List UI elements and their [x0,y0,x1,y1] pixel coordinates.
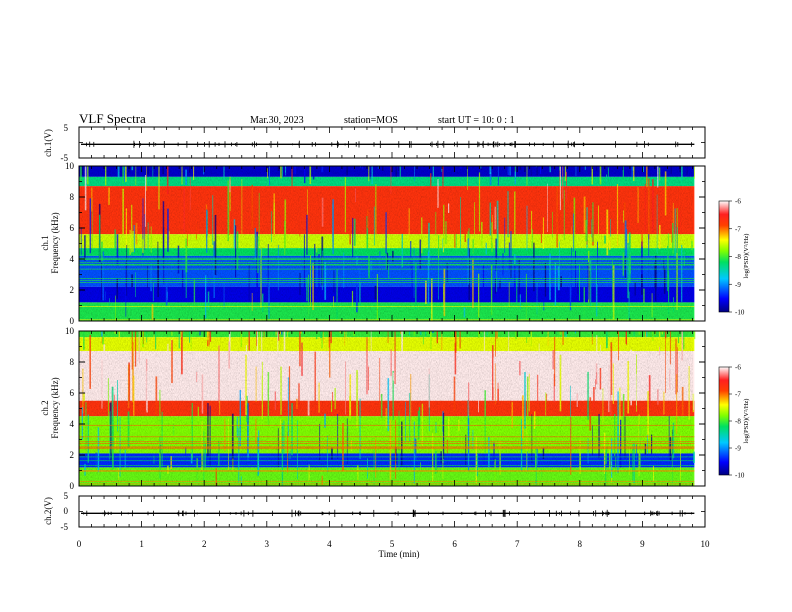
ch2-spectrogram-ticks [78,330,706,487]
time-tick-label: 7 [515,539,520,549]
ch1-colorbar-tick-label: -8 [735,253,741,261]
freq-tick-label: 0 [70,316,75,326]
time-tick-label: 2 [202,539,207,549]
freq-tick-label: 2 [70,285,75,295]
ch1-spectrogram-panel: 0 2 4 6 8 10 ch.1 Frequency (kHz) -6 -7 -8 -9 -10… [40,161,750,326]
spectrogram-streak [694,331,696,340]
spectrogram-streak [693,166,695,179]
ch1-ytick-bottom: -5 [61,153,69,163]
ch1-colorbar-tick-label: -10 [735,309,745,317]
time-tick-label: 6 [452,539,457,549]
ch2-waveform-ylabel: ch.2(V) [43,497,53,525]
ch1-waveform-panel: 5 -5 ch.1(V) [43,123,706,163]
ch1-waveform-ticks [78,127,706,158]
ch2-ytick-bottom: -5 [61,522,69,532]
ch1-colorbar-tick-label: -7 [735,225,741,233]
freq-tick-label: 6 [70,223,75,233]
ch2-colorbar-scale [718,366,730,476]
ch1-spectrogram-ylabel-frequency: Frequency (kHz) [50,212,60,273]
time-tick-label: 5 [390,539,395,549]
freq-tick-label: 10 [65,326,75,336]
ch1-spectrogram-ylabel-channel: ch.1 [40,235,50,250]
spectrogram-streak [693,369,694,410]
freq-tick-label: 0 [70,481,75,491]
freq-tick-label: 6 [70,388,75,398]
ch2-colorbar-tick-label: -6 [735,364,741,372]
time-axis-tick-labels: 0 1 2 3 4 5 6 7 8 9 10 [77,539,710,549]
time-tick-label: 9 [640,539,645,549]
ch2-spectrogram-panel: 0 2 4 6 8 10 ch.2 Frequency (kHz) -6 -7 -8 -9 -10… [40,326,750,491]
ch1-colorbar-label: log(PSD)(V²/Hz) [743,234,750,279]
ch1-waveform-ylabel: ch.1(V) [43,129,53,157]
ch1-colorbar-tick-label: -9 [735,281,741,289]
freq-tick-label: 4 [70,419,75,429]
freq-tick-label: 4 [70,254,75,264]
ch1-waveform-trace [81,140,695,149]
ch1-speckle [79,166,693,321]
ch2-speckle [79,331,693,486]
ch1-spectrogram-ytick-labels: 0 2 4 6 8 10 [65,161,75,326]
time-tick-label: 0 [77,539,82,549]
ch1-colorbar: -6 -7 -8 -9 -10 log(PSD)(V²/Hz) [718,198,750,317]
freq-tick-label: 8 [70,357,75,367]
figure-title: VLF Spectra [79,111,146,126]
freq-tick-label: 2 [70,450,75,460]
freq-tick-label: 10 [65,161,75,171]
start-time-label: start UT = 10: 0 : 1 [438,115,515,126]
time-axis-label: Time (min) [379,549,420,559]
ch1-spectrogram-ticks [78,165,706,322]
ch2-colorbar-label: log(PSD)(V²/Hz) [743,399,750,444]
date-label: Mar.30, 2023 [250,115,304,126]
time-tick-label: 1 [139,539,144,549]
ch2-colorbar-tick-label: -7 [735,391,741,399]
ch1-colorbar-tick-label: -6 [735,198,741,206]
ch1-colorbar-scale [718,200,730,313]
time-tick-label: 4 [327,539,332,549]
ch2-ytick-mid: 0 [64,506,69,516]
station-label: station=MOS [344,115,398,126]
ch2-colorbar-tick-label: -9 [735,445,741,453]
ch2-waveform-ticks [78,496,706,527]
time-tick-label: 10 [701,539,711,549]
ch1-ytick-top: 5 [64,123,69,133]
ch2-colorbar: -6 -7 -8 -9 -10 log(PSD)(V²/Hz) [718,364,750,480]
ch2-waveform-panel: 5 0 -5 ch.2(V) 0 1 2 3 4 5 6 7 8 9 10 Time (min) [43,491,710,559]
ch1-colorbar-ticks: -6 -7 -8 -9 -10 [729,198,745,317]
ch2-colorbar-tick-label: -10 [735,472,745,480]
time-tick-label: 3 [265,539,270,549]
ch2-spectrogram-ylabel-frequency: Frequency (kHz) [50,377,60,438]
ch2-spectrogram-ytick-labels: 0 2 4 6 8 10 [65,326,75,491]
ch2-waveform-trace [81,509,695,518]
ch2-colorbar-tick-label: -8 [735,418,741,426]
ch2-ytick-top: 5 [64,491,69,501]
freq-tick-label: 8 [70,192,75,202]
ch2-colorbar-ticks: -6 -7 -8 -9 -10 [729,364,745,480]
time-tick-label: 8 [578,539,583,549]
ch2-spectrogram-ylabel-channel: ch.2 [40,400,50,415]
